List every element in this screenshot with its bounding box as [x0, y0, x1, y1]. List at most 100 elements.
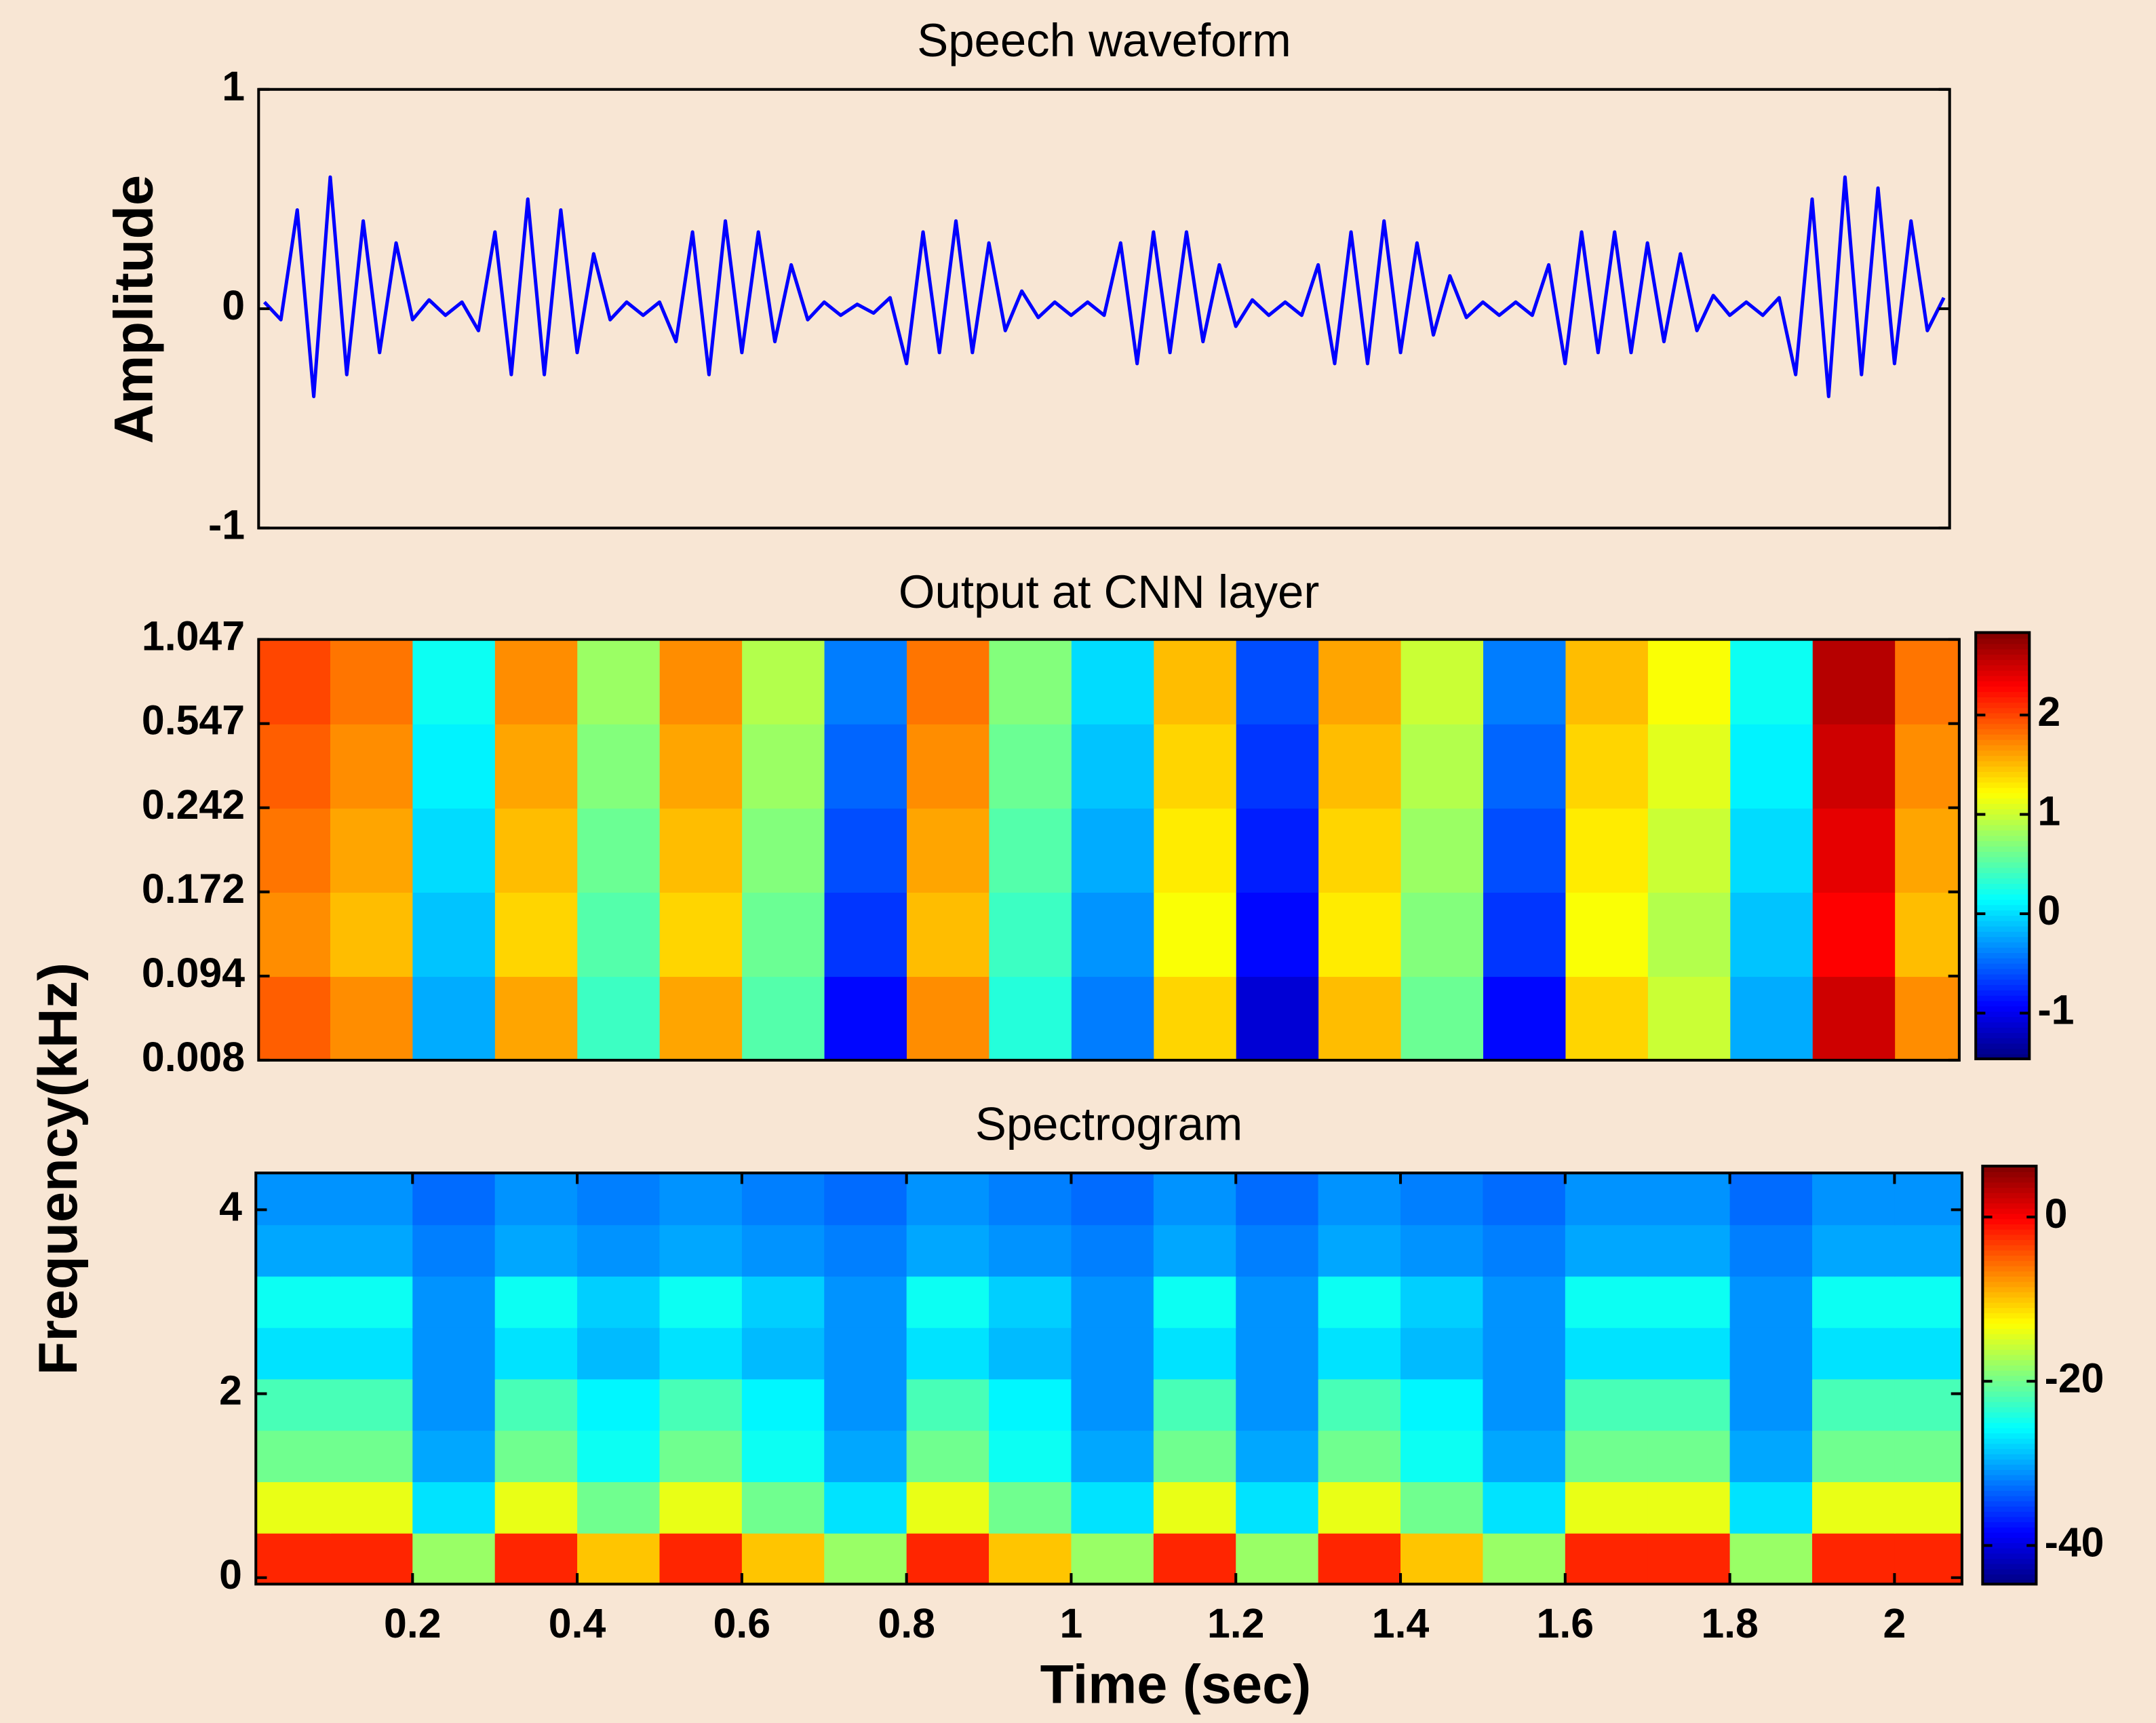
y-tick-label: 0.172	[142, 866, 245, 912]
heatmap-cell	[989, 1481, 1072, 1534]
heatmap-cell	[1647, 1429, 1731, 1482]
heatmap-cell	[1895, 807, 1959, 893]
heatmap-cell	[1483, 1224, 1567, 1277]
colorbar-segment	[1976, 670, 2030, 676]
heatmap-cell	[741, 1532, 825, 1585]
colorbar-segment	[1976, 648, 2030, 655]
heatmap-cell	[659, 723, 743, 809]
heatmap-cell	[256, 1429, 332, 1482]
colorbar-segment	[1982, 1422, 2037, 1429]
colorbar-segment	[1976, 899, 2030, 906]
colorbar-segment	[1976, 765, 2030, 772]
colorbar-segment	[1982, 1192, 2037, 1199]
y-tick-label: 1	[222, 63, 245, 109]
heatmap-cell	[1565, 1378, 1649, 1431]
plot-area	[256, 1173, 1962, 1585]
heatmap-cell	[824, 1173, 907, 1226]
heatmap-cell	[741, 1224, 825, 1277]
colorbar-segment	[1976, 1021, 2030, 1028]
heatmap-cell	[741, 1275, 825, 1328]
heatmap-cell	[1483, 639, 1567, 724]
heatmap-cell	[1729, 1429, 1814, 1482]
heatmap-cell	[1318, 1327, 1402, 1380]
x-axis-label: Time (sec)	[1040, 1654, 1312, 1716]
colorbar-segment	[1976, 1005, 2030, 1012]
plot-frame	[257, 638, 1961, 1062]
colorbar-segment	[1976, 968, 2030, 975]
colorbar-segment	[1976, 755, 2030, 762]
x-tick-label: 2	[1883, 1600, 1906, 1646]
heatmap-cell	[824, 1378, 907, 1431]
heatmap-cell	[989, 807, 1073, 893]
heatmap-cell	[1565, 1275, 1649, 1328]
heatmap-cell	[1647, 1327, 1731, 1380]
heatmap-cell	[1894, 1532, 1962, 1585]
heatmap-cell	[330, 1429, 414, 1482]
heatmap-cell	[256, 1532, 332, 1585]
heatmap-cell	[659, 1224, 743, 1277]
heatmap-cell	[330, 975, 414, 1060]
heatmap-cell	[1153, 1378, 1237, 1431]
heatmap-cell	[494, 1429, 579, 1482]
heatmap-cell	[1236, 807, 1320, 893]
heatmap-cell	[494, 1173, 579, 1226]
heatmap-cell	[1400, 1378, 1484, 1431]
heatmap-cell	[412, 975, 496, 1060]
colorbar-segment	[1982, 1182, 2037, 1188]
heatmap-cell	[412, 639, 496, 724]
heatmap-cell	[1400, 807, 1485, 893]
heatmap-cell	[1565, 723, 1649, 809]
colorbar-segment	[1976, 808, 2030, 815]
heatmap-cell	[1400, 1481, 1484, 1534]
colorbar-segment	[1976, 1053, 2030, 1060]
heatmap-cell	[1153, 1275, 1237, 1328]
heatmap-cell	[824, 1429, 907, 1482]
heatmap-cell	[1812, 807, 1896, 893]
x-tick-label: 1.2	[1207, 1600, 1265, 1646]
heatmap-cell	[824, 1481, 907, 1534]
colorbar-segment	[1976, 845, 2030, 852]
colorbar-segment	[1982, 1406, 2037, 1413]
heatmap-cell	[1154, 723, 1237, 809]
heatmap-cell	[1483, 891, 1567, 977]
heatmap-cell	[258, 975, 332, 1060]
colorbar-segment	[1982, 1505, 2037, 1512]
colorbar-segment	[1982, 1312, 2037, 1319]
colorbar-segment	[1982, 1213, 2037, 1220]
heatmap-cell	[1565, 1173, 1649, 1226]
colorbar-segment	[1982, 1484, 2037, 1491]
heatmap-cell	[1812, 1327, 1896, 1380]
colorbar-segment	[1982, 1385, 2037, 1392]
colorbar-segment	[1982, 1176, 2037, 1183]
x-tick-label: 0.8	[878, 1600, 935, 1646]
heatmap-cell	[330, 891, 414, 977]
colorbar-segment	[1982, 1338, 2037, 1345]
heatmap-cell	[1729, 1224, 1814, 1277]
heatmap-cell	[1318, 1429, 1402, 1482]
heatmap-cell	[989, 1327, 1072, 1380]
colorbar-segment	[1982, 1479, 2037, 1486]
colorbar-segment	[1982, 1501, 2037, 1507]
heatmap-cell	[1154, 891, 1237, 977]
heatmap-cell	[659, 1378, 743, 1431]
colorbar-segment	[1976, 632, 2030, 639]
colorbar-segment	[1976, 867, 2030, 874]
heatmap-cell	[1730, 639, 1814, 724]
heatmap-cell	[906, 1275, 990, 1328]
colorbar-segment	[1982, 1443, 2037, 1450]
colorbar-segment	[1976, 834, 2030, 842]
colorbar-segment	[1982, 1239, 2037, 1245]
heatmap-cell	[256, 1327, 332, 1380]
heatmap-cell	[824, 639, 908, 724]
colorbar-segment	[1976, 936, 2030, 943]
heatmap-cell	[1812, 1429, 1896, 1482]
heatmap-cell	[412, 1224, 496, 1277]
heatmap-cell	[1071, 1173, 1155, 1226]
colorbar-segment	[1976, 931, 2030, 937]
heatmap-cell	[256, 1275, 332, 1328]
heatmap-cell	[824, 975, 908, 1060]
colorbar-segment	[1976, 942, 2030, 948]
heatmap-cell	[577, 1429, 661, 1482]
colorbar-segment	[1976, 760, 2030, 767]
